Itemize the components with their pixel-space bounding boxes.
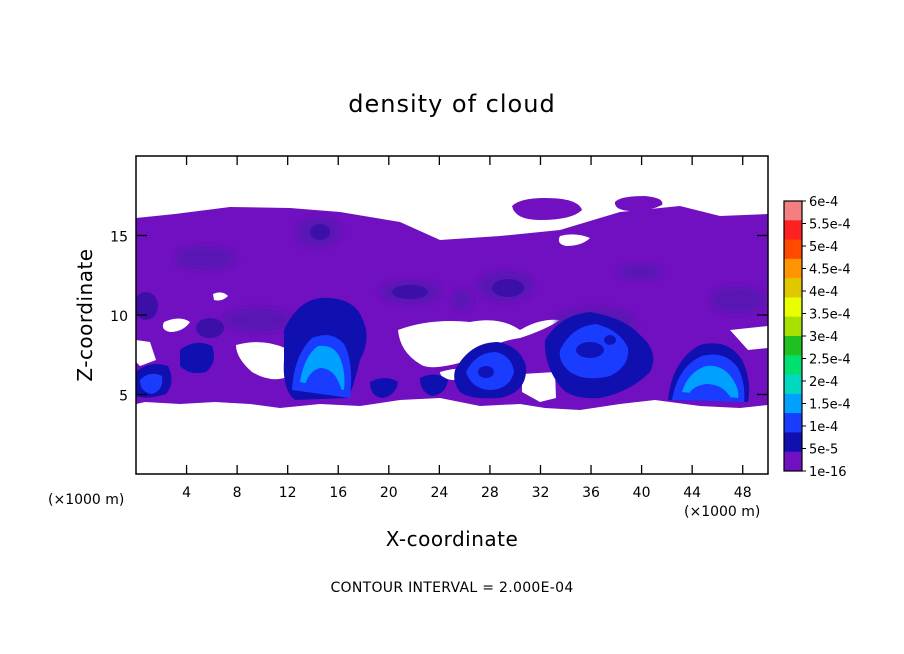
contour-interval-note: CONTOUR INTERVAL = 2.000E-04 <box>330 580 573 596</box>
cloud-patch-upper <box>614 196 663 212</box>
colorbar-swatch <box>784 258 802 279</box>
colorbar-swatch <box>784 278 802 298</box>
colorbar-label: 2e-4 <box>809 375 838 390</box>
colorbar-swatch <box>784 220 802 241</box>
x-tick-label: 32 <box>532 485 550 501</box>
colorbar-label: 2.5e-4 <box>809 353 851 368</box>
colorbar-swatch <box>784 201 802 221</box>
colorbar-label: 5.5e-4 <box>809 218 851 233</box>
x-unit-left: (×1000 m) <box>48 492 124 508</box>
y-axis: 5 10 15 <box>110 230 768 405</box>
colorbar-label: 1.5e-4 <box>809 398 851 413</box>
x-unit-right: (×1000 m) <box>684 504 760 520</box>
colorbar-swatch <box>784 413 802 433</box>
y-tick-label: 15 <box>110 230 128 246</box>
colorbar-label: 6e-4 <box>809 195 838 210</box>
colorbar-swatch <box>784 336 802 356</box>
colorbar-label: 4.5e-4 <box>809 263 851 278</box>
x-tick-label: 36 <box>582 485 600 501</box>
x-tick-label: 4 <box>182 485 191 501</box>
x-tick-label: 20 <box>380 485 398 501</box>
colorbar-swatch <box>784 316 802 337</box>
colorbar-swatch <box>784 393 802 414</box>
colorbar-label: 4e-4 <box>809 285 838 300</box>
cloud-inner-detail <box>478 335 616 378</box>
x-tick-label: 12 <box>279 485 297 501</box>
y-axis-label: Z-coordinate <box>73 248 97 381</box>
colorbar-label: 3.5e-4 <box>809 308 851 323</box>
x-tick-label: 44 <box>683 485 701 501</box>
colorbar-label: 3e-4 <box>809 330 838 345</box>
x-tick-label: 8 <box>233 485 242 501</box>
x-tick-label: 48 <box>734 485 752 501</box>
colorbar-swatch <box>784 432 802 453</box>
x-axis-label: X-coordinate <box>386 527 519 551</box>
colorbar-label: 5e-5 <box>809 443 838 458</box>
colorbar-swatch <box>784 355 802 376</box>
x-tick-label: 28 <box>481 485 499 501</box>
chart-title: density of cloud <box>348 90 555 118</box>
cloud-cores-1e-4 <box>140 324 745 402</box>
colorbar: 6e-4 5.5e-4 5e-4 4.5e-4 4e-4 3.5e-4 3e-4 2.5e-4… <box>783 195 851 480</box>
plot-area <box>136 196 768 410</box>
colorbar-swatch <box>784 374 802 395</box>
cloud-denser-regions <box>136 224 524 338</box>
colorbar-label: 1e-4 <box>809 420 838 435</box>
x-tick-label: 16 <box>329 485 347 501</box>
colorbar-swatch <box>784 297 802 318</box>
y-tick-label: 5 <box>119 389 128 405</box>
x-axis: 4 8 12 16 20 24 28 32 36 40 44 48 <box>182 156 752 501</box>
x-tick-label: 24 <box>430 485 448 501</box>
colorbar-label: 5e-4 <box>809 240 838 255</box>
colorbar-swatch <box>784 451 802 472</box>
cloud-patch-upper <box>512 198 582 220</box>
colorbar-swatch <box>784 239 802 260</box>
x-tick-label: 40 <box>633 485 651 501</box>
cloud-gaps <box>136 212 768 402</box>
colorbar-label: 1e-16 <box>809 465 847 480</box>
y-tick-label: 10 <box>110 309 128 325</box>
